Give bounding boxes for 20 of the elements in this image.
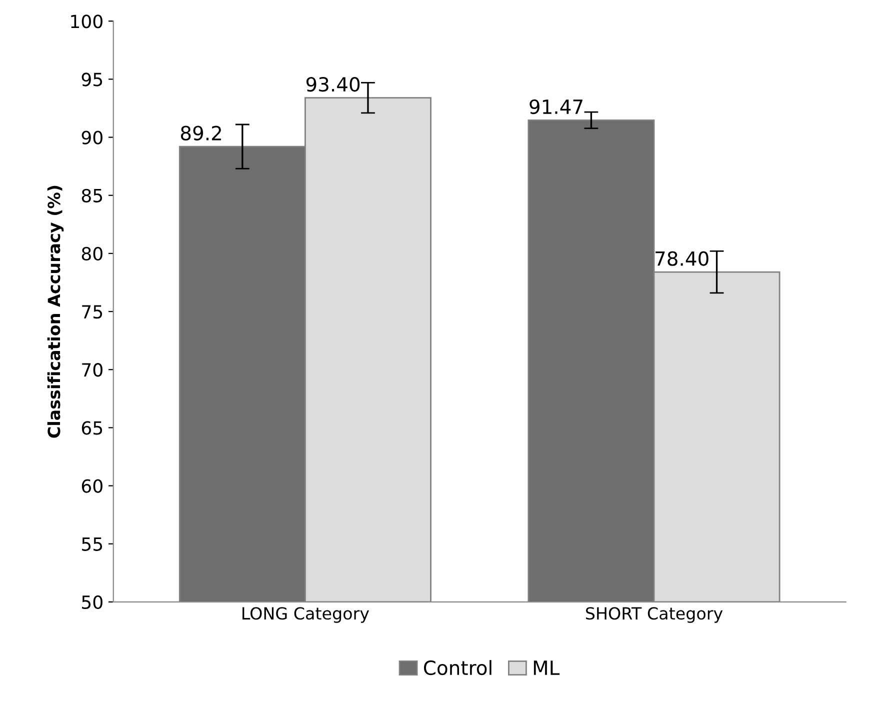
y-tick-label: 85 (82, 188, 102, 202)
y-axis-title: Classification Accuracy (%) (47, 186, 64, 438)
x-tick-label: LONG Category (242, 607, 370, 623)
data-label: 93.40 (306, 76, 360, 92)
y-tick-label: 60 (82, 479, 102, 493)
legend-label: ML (534, 660, 560, 675)
y-tick-label: 75 (82, 305, 102, 319)
y-tick-label: 70 (82, 363, 102, 377)
y-tick-label: 95 (82, 72, 102, 86)
y-tick-label: 50 (82, 595, 102, 610)
y-tick-label: 100 (71, 14, 102, 28)
data-label: 89.2 (180, 126, 221, 140)
x-tick-label: SHORT Category (586, 607, 723, 623)
y-tick-label: 80 (82, 246, 102, 261)
y-tick-label: 65 (82, 421, 102, 435)
legend-label: Control (424, 660, 492, 676)
data-label: 78.40 (656, 251, 708, 266)
y-tick-label: 55 (82, 538, 102, 551)
data-label: 91.47 (530, 99, 582, 114)
y-tick-label: 90 (82, 130, 102, 144)
